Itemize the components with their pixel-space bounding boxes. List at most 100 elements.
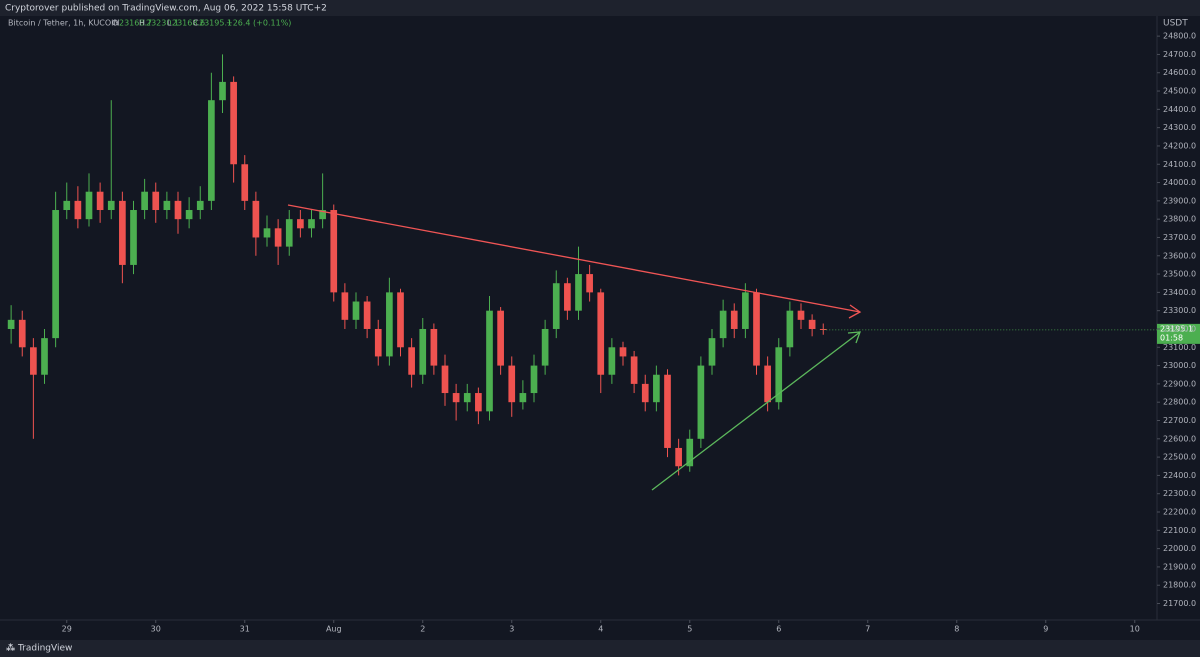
candle-body: [697, 365, 705, 439]
y-tick-label: 24400.0: [1163, 105, 1196, 114]
change: +26.4 (+0.11%): [226, 19, 291, 28]
candle-body: [63, 200, 71, 211]
candle-body: [486, 310, 493, 412]
y-tick-label: 21900.0: [1163, 562, 1196, 571]
arrow-head: [847, 331, 861, 344]
candle-body: [597, 292, 605, 375]
candle-body: [641, 383, 649, 403]
candle-body: [397, 292, 404, 348]
candle-body: [797, 310, 805, 320]
y-tick-label: 23400.0: [1163, 288, 1196, 297]
candle-body: [152, 191, 160, 211]
y-tick-label: 22200.0: [1163, 508, 1196, 517]
x-tick-label: 7: [865, 625, 870, 634]
candle-body: [430, 328, 438, 366]
y-tick-label: 21700.0: [1163, 599, 1196, 608]
candle-body: [753, 292, 760, 366]
symbol: Bitcoin / Tether, 1h, KUCOIN: [8, 19, 120, 28]
x-tick-label: 9: [1043, 625, 1048, 634]
y-tick-label: 23100.0: [1163, 343, 1196, 352]
candle-body: [675, 447, 682, 467]
y-tick-label: 22400.0: [1163, 471, 1196, 480]
candle-body: [564, 283, 571, 311]
y-tick-label: 21800.0: [1163, 581, 1196, 590]
candle-body: [408, 347, 415, 375]
candle-body: [730, 310, 738, 329]
candle-body: [786, 310, 794, 348]
y-tick-label: 23900.0: [1163, 196, 1196, 205]
y-tick-label: 24600.0: [1163, 68, 1196, 77]
candle-body: [497, 310, 504, 366]
candle-body: [130, 210, 137, 265]
y-tick-label: 22900.0: [1163, 379, 1196, 388]
footer-bar: [0, 640, 1200, 657]
y-tick-label: 23500.0: [1163, 270, 1196, 279]
candle-body: [586, 274, 593, 293]
candle-body: [30, 347, 37, 375]
y-tick-label: 22100.0: [1163, 526, 1196, 535]
y-tick-label: 24300.0: [1163, 123, 1196, 132]
candle-body: [775, 347, 783, 403]
candle-body: [719, 310, 727, 339]
trend-line: [287, 204, 861, 313]
h-label: H: [139, 19, 145, 28]
brand-logo: ⁂: [6, 643, 16, 654]
h-value: 23230.1: [146, 19, 179, 28]
candle-body: [452, 393, 460, 403]
candle-body: [285, 219, 293, 247]
resistance-line: [287, 204, 862, 319]
candle-body: [352, 301, 360, 320]
candle-body: [319, 210, 326, 220]
candle-body: [708, 338, 716, 366]
publisher: Cryptorover published on TradingView.com…: [5, 4, 327, 14]
candle-body: [163, 200, 171, 211]
candle-body: [608, 347, 616, 375]
candle-body: [341, 292, 349, 320]
y-tick-label: 23000.0: [1163, 361, 1196, 370]
o-value: 23168.7: [119, 19, 152, 28]
y-tick-label: 23700.0: [1163, 233, 1196, 242]
y-tick-label: 24500.0: [1163, 87, 1196, 96]
candle-body: [441, 365, 449, 394]
header-bar: [0, 0, 1200, 16]
trend-line: [651, 331, 861, 491]
y-tick-label: 24000.0: [1163, 178, 1196, 187]
brand: TradingView: [17, 644, 72, 654]
y-tick-label: 23200.0: [1163, 324, 1196, 333]
c-label: C: [193, 19, 199, 28]
l-value: 23168.6: [172, 19, 205, 28]
candle-body: [252, 200, 260, 238]
y-tick-label: 22000.0: [1163, 544, 1196, 553]
x-tick-label: 29: [62, 625, 72, 634]
last-price-tag: 23195.1 01:58: [1157, 323, 1200, 344]
o-label: O: [112, 19, 118, 28]
candle-body: [530, 365, 538, 394]
candle-body: [419, 328, 427, 375]
candle-body: [263, 228, 271, 238]
y-tick-label: 22500.0: [1163, 453, 1196, 462]
candle-body: [230, 81, 237, 165]
candle-body: [386, 292, 393, 357]
y-tick-label: 24100.0: [1163, 160, 1196, 169]
x-tick-label: 2: [420, 625, 425, 634]
countdown: 01:58: [1160, 333, 1183, 342]
y-tick-label: 23600.0: [1163, 251, 1196, 260]
candles: [7, 54, 827, 476]
y-tick-label: 24200.0: [1163, 141, 1196, 150]
y-tick-label: 22300.0: [1163, 489, 1196, 498]
candle-body: [742, 292, 749, 329]
c-value: 23195.1: [199, 19, 232, 28]
last-price-box: [1157, 323, 1200, 344]
candle-body: [374, 328, 382, 357]
candle-body: [119, 200, 126, 265]
x-tick-label: 31: [240, 625, 250, 634]
candle-body: [41, 338, 48, 375]
y-tick-label: 24700.0: [1163, 50, 1196, 59]
x-tick-label: 10: [1130, 625, 1140, 634]
candle-body: [174, 200, 182, 220]
candle-body: [363, 301, 371, 329]
candle-body: [18, 319, 26, 348]
y-tick-label: 22800.0: [1163, 398, 1196, 407]
x-tick-label: 8: [954, 625, 959, 634]
candle-body: [575, 274, 582, 311]
